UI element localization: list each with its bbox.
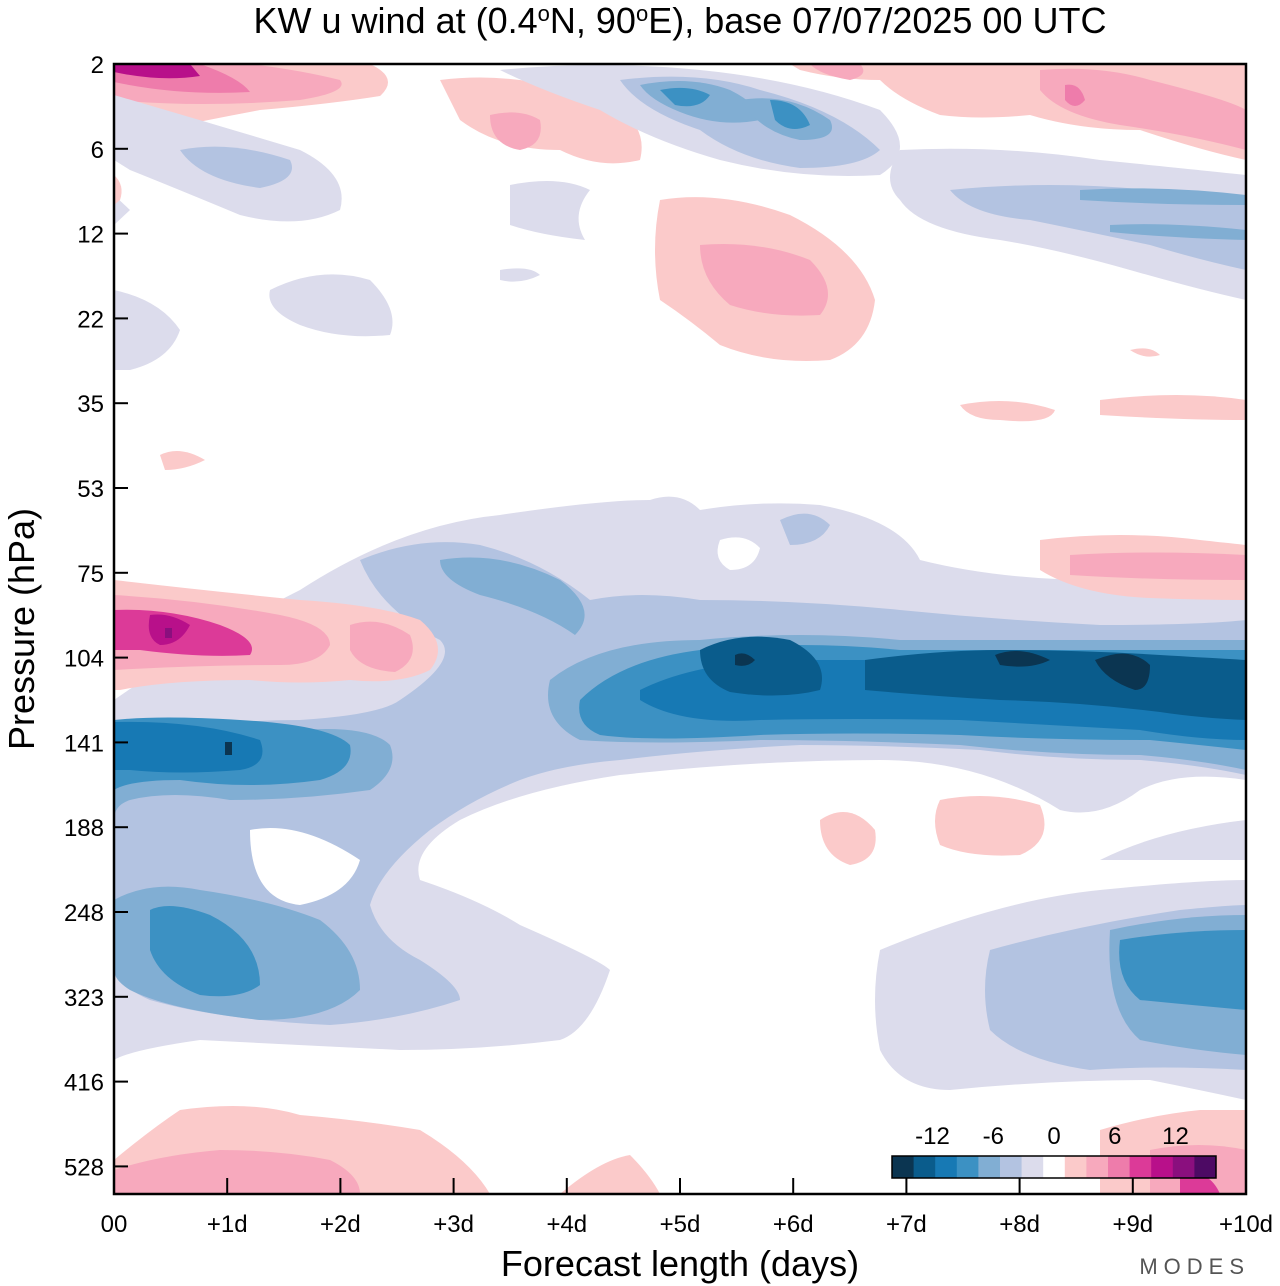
colorbar-bin [1043, 1156, 1066, 1178]
wind-contour-region [269, 274, 393, 337]
wind-contour-region [350, 621, 413, 672]
colorbar-tick-label: 0 [1047, 1123, 1060, 1150]
y-axis-label: Pressure (hPa) [1, 508, 42, 750]
wind-contour-region [490, 112, 541, 150]
y-tick-label: 141 [64, 730, 104, 757]
wind-contour-region [1095, 653, 1150, 690]
wind-contour-region [250, 828, 360, 905]
colorbar-frame [891, 1155, 1217, 1179]
wind-contour-region [950, 70, 1010, 104]
wind-contour-region [180, 146, 292, 188]
wind-contour-region [950, 185, 1246, 270]
wind-contour-region [1065, 84, 1085, 106]
x-tick-label: 00 [101, 1211, 128, 1238]
x-tick-label: +5d [660, 1211, 701, 1238]
wind-contour-region [114, 175, 122, 205]
chart-title: KW u wind at (0.4oN, 90oE), base 07/07/2… [254, 0, 1107, 41]
wind-contour-region [1119, 930, 1246, 1010]
wind-contour-region [114, 64, 200, 79]
colorbar-bin [1000, 1156, 1023, 1178]
x-tick-label: +9d [1112, 1211, 1153, 1238]
colorbar-bin [956, 1156, 979, 1178]
wind-contour-region [510, 181, 590, 240]
x-tick-label: +10d [1219, 1211, 1273, 1238]
x-tick-label: +4d [546, 1211, 587, 1238]
wind-contour-region [150, 906, 260, 997]
wind-contour-region [700, 244, 828, 316]
x-axis-label: Forecast length (days) [501, 1243, 859, 1284]
colorbar-tick-label: -12 [915, 1123, 950, 1150]
x-tick-label: +1d [207, 1211, 248, 1238]
y-tick-label: 6 [91, 137, 104, 164]
wind-contour-region [770, 100, 810, 129]
y-tick-label: 75 [77, 561, 104, 588]
y-tick-label: 2 [91, 52, 104, 79]
modes-brand-label: MODES [1139, 1254, 1250, 1279]
y-tick-label: 12 [77, 222, 104, 249]
wind-contour-region [114, 721, 263, 773]
y-tick-label: 323 [64, 985, 104, 1012]
y-tick-label: 188 [64, 815, 104, 842]
x-tick-label: +3d [433, 1211, 474, 1238]
wind-contour-region [1130, 348, 1160, 357]
colorbar-bin [935, 1156, 958, 1178]
wind-contour-region [114, 195, 130, 225]
y-tick-label: 22 [77, 306, 104, 333]
y-tick-label: 416 [64, 1070, 104, 1097]
wind-contour-region [1100, 820, 1246, 860]
wind-contour-region [114, 290, 180, 370]
y-tick-label: 53 [77, 476, 104, 503]
wind-contour-region [780, 513, 830, 545]
colorbar-bin [1021, 1156, 1044, 1178]
colorbar-bin [892, 1156, 915, 1178]
wind-contour-region [717, 537, 760, 570]
x-tick-label: +8d [999, 1211, 1040, 1238]
colorbar-bin [913, 1156, 936, 1178]
x-tick-label: +2d [320, 1211, 361, 1238]
colorbar-bin [1151, 1156, 1174, 1178]
wind-field [114, 64, 1246, 1194]
y-axis: 2 6 12 22 35 53 75 104 141 188 248 323 416 528 [64, 52, 128, 1181]
wind-contour-region [560, 1155, 660, 1194]
wind-contour-region [700, 636, 822, 696]
y-tick-label: 104 [64, 646, 104, 673]
wind-contour-region [1040, 68, 1246, 150]
wind-contour-region [735, 653, 755, 666]
wind-contour-region [820, 812, 876, 865]
wind-contour-region [865, 650, 1246, 720]
colorbar-bin [1129, 1156, 1152, 1178]
colorbar: -12 -6 0 6 12 [891, 1123, 1217, 1179]
x-axis: 00 +1d +2d +3d +4d +5d +6d +7d +8d +9d +10d [101, 1178, 1273, 1238]
colorbar-tick-label: -6 [983, 1123, 1004, 1150]
x-tick-label: +6d [773, 1211, 814, 1238]
colorbar-bin [1064, 1156, 1087, 1178]
colorbar-tick-label: 12 [1162, 1123, 1189, 1150]
wind-contour-region [440, 557, 585, 635]
wind-contour-region [660, 87, 710, 107]
y-tick-label: 528 [64, 1154, 104, 1181]
wind-contour-region [1080, 188, 1246, 205]
wind-contour-region [810, 64, 864, 80]
wind-contour-region [960, 401, 1055, 422]
wind-contour-region [165, 628, 172, 638]
wind-contour-region [225, 742, 232, 755]
x-tick-label: +7d [886, 1211, 927, 1238]
colorbar-bin [1108, 1156, 1131, 1178]
y-tick-label: 35 [77, 391, 104, 418]
colorbar-bin [1086, 1156, 1109, 1178]
wind-contour-region [1070, 552, 1246, 580]
wind-contour-region [500, 268, 540, 282]
wind-contour-region [935, 796, 1045, 856]
colorbar-bin [978, 1156, 1001, 1178]
y-tick-label: 248 [64, 900, 104, 927]
colorbar-bin [1172, 1156, 1195, 1178]
colorbar-tick-label: 6 [1108, 1123, 1121, 1150]
wind-contour-region [114, 1150, 360, 1194]
wind-contour-region [995, 651, 1050, 667]
wind-contour-region [1110, 224, 1246, 240]
wind-contour-region [1100, 395, 1246, 420]
colorbar-bin [1194, 1156, 1217, 1178]
wind-contour-region [160, 451, 205, 470]
